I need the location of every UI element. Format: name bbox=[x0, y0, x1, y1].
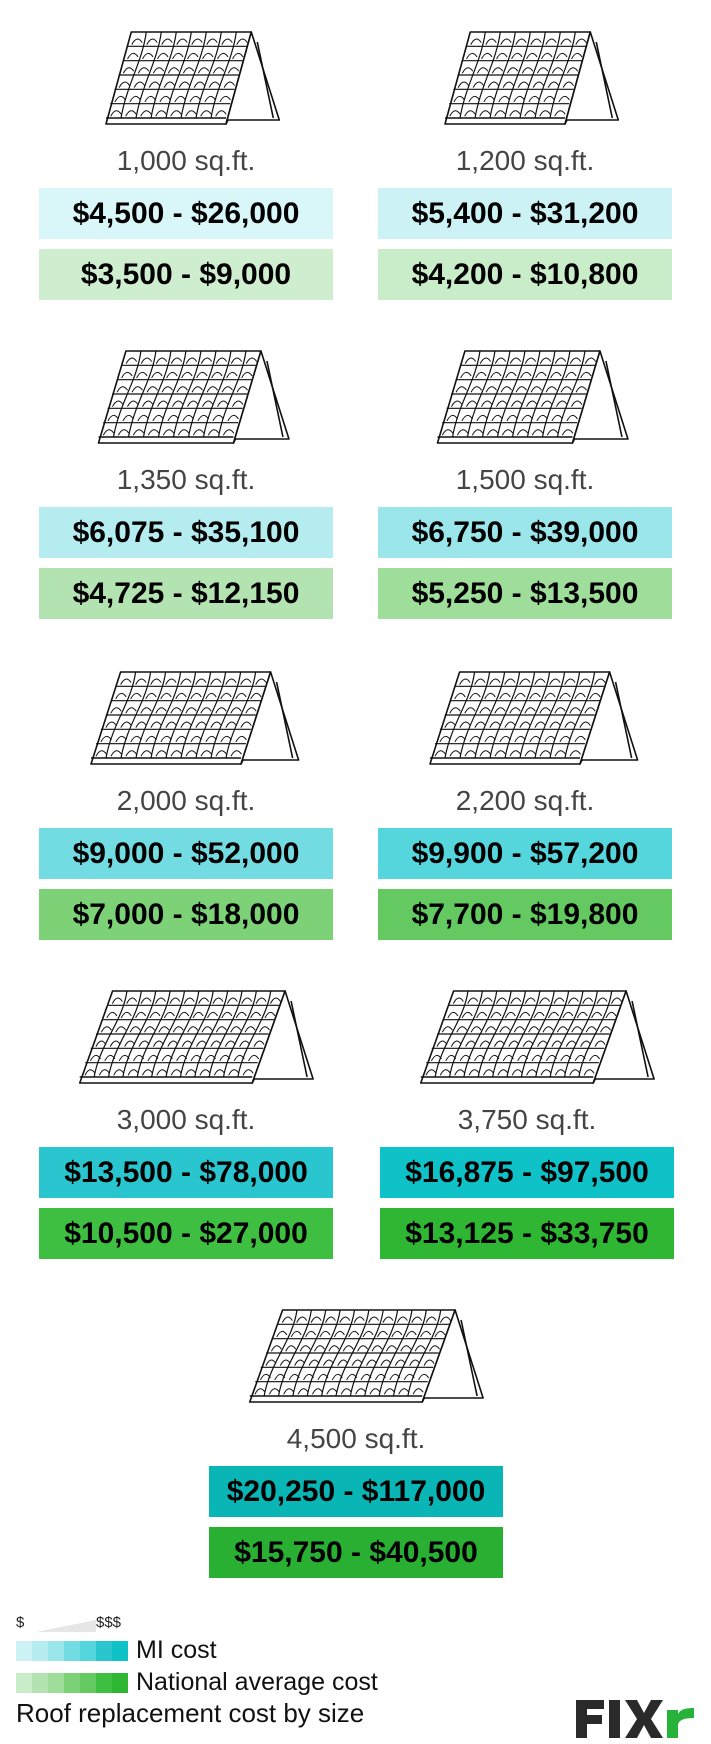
national-color-scale bbox=[16, 1672, 128, 1693]
roof-icon bbox=[105, 31, 281, 125]
legend-swatch bbox=[64, 1672, 80, 1693]
size-item: 4,500 sq.ft. $20,250 - $117,000 $15,750 … bbox=[209, 1292, 503, 1578]
local-cost-range: $13,500 - $78,000 bbox=[39, 1147, 333, 1198]
national-cost-range: $7,000 - $18,000 bbox=[39, 889, 333, 940]
roof-icon bbox=[436, 350, 629, 444]
roof-icon bbox=[78, 990, 314, 1084]
legend-swatch bbox=[96, 1640, 112, 1661]
size-item: 2,200 sq.ft. $9,900 - $57,200 $7,700 - $… bbox=[378, 654, 672, 940]
legend-swatch bbox=[112, 1672, 128, 1693]
national-cost-range: $10,500 - $27,000 bbox=[39, 1208, 333, 1259]
national-cost-range: $4,725 - $12,150 bbox=[39, 568, 333, 619]
size-item: 3,750 sq.ft. $16,875 - $97,500 $13,125 -… bbox=[380, 973, 674, 1259]
legend-swatch bbox=[32, 1640, 48, 1661]
roof-icon bbox=[419, 990, 655, 1084]
national-cost-range: $3,500 - $9,000 bbox=[39, 249, 333, 300]
roof-icon bbox=[90, 671, 300, 765]
roof-icon bbox=[444, 31, 620, 125]
size-item: 1,200 sq.ft. $5,400 - $31,200 $4,200 - $… bbox=[378, 14, 672, 300]
national-cost-range: $13,125 - $33,750 bbox=[380, 1208, 674, 1259]
national-cost-range: $5,250 - $13,500 bbox=[378, 568, 672, 619]
size-item: 1,350 sq.ft. $6,075 - $35,100 $4,725 - $… bbox=[39, 333, 333, 619]
roof-size-label: 3,000 sq.ft. bbox=[116, 1104, 256, 1135]
chart-title: Roof replacement cost by size bbox=[16, 1698, 365, 1728]
local-cost-range: $16,875 - $97,500 bbox=[380, 1147, 674, 1198]
roof-size-label: 1,000 sq.ft. bbox=[116, 145, 256, 176]
local-cost-range: $5,400 - $31,200 bbox=[378, 188, 672, 239]
legend-swatch bbox=[80, 1640, 96, 1661]
roof-icon bbox=[248, 1309, 484, 1403]
roof-icon bbox=[97, 350, 290, 444]
local-cost-range: $4,500 - $26,000 bbox=[39, 188, 333, 239]
roof-size-label: 1,350 sq.ft. bbox=[116, 464, 256, 495]
legend-scale-low: $ bbox=[16, 1614, 25, 1631]
legend-swatch bbox=[16, 1640, 32, 1661]
national-cost-range: $4,200 - $10,800 bbox=[378, 249, 672, 300]
local-cost-range: $6,750 - $39,000 bbox=[378, 507, 672, 558]
size-item: 1,000 sq.ft. $4,500 - $26,000 $3,500 - $… bbox=[39, 14, 333, 300]
legend-swatch bbox=[48, 1672, 64, 1693]
local-cost-range: $6,075 - $35,100 bbox=[39, 507, 333, 558]
legend-swatch bbox=[112, 1640, 128, 1661]
local-cost-range: $9,000 - $52,000 bbox=[39, 828, 333, 879]
legend-swatch bbox=[80, 1672, 96, 1693]
legend-national: National average cost bbox=[16, 1668, 378, 1697]
national-cost-range: $15,750 - $40,500 bbox=[209, 1527, 503, 1578]
legend-local-label: MI cost bbox=[136, 1636, 217, 1664]
legend-national-label: National average cost bbox=[136, 1668, 378, 1696]
roof-size-label: 1,200 sq.ft. bbox=[455, 145, 595, 176]
local-cost-range: $20,250 - $117,000 bbox=[209, 1466, 503, 1517]
fixr-logo bbox=[576, 1700, 694, 1738]
legend-swatch bbox=[64, 1640, 80, 1661]
legend: $ $$$ MI cost National average cost bbox=[16, 1614, 476, 1739]
roof-size-label: 2,200 sq.ft. bbox=[455, 785, 595, 816]
legend-scale-high: $$$ bbox=[96, 1614, 122, 1631]
roof-size-label: 2,000 sq.ft. bbox=[116, 785, 256, 816]
local-color-scale bbox=[16, 1640, 128, 1661]
roof-icon bbox=[429, 671, 639, 765]
legend-swatch bbox=[32, 1672, 48, 1693]
legend-swatch bbox=[16, 1672, 32, 1693]
size-item: 2,000 sq.ft. $9,000 - $52,000 $7,000 - $… bbox=[39, 654, 333, 940]
roof-size-label: 4,500 sq.ft. bbox=[286, 1423, 426, 1454]
size-item: 1,500 sq.ft. $6,750 - $39,000 $5,250 - $… bbox=[378, 333, 672, 619]
legend-swatch bbox=[48, 1640, 64, 1661]
local-cost-range: $9,900 - $57,200 bbox=[378, 828, 672, 879]
roof-size-label: 1,500 sq.ft. bbox=[455, 464, 595, 495]
legend-local: MI cost bbox=[16, 1636, 217, 1665]
size-item: 3,000 sq.ft. $13,500 - $78,000 $10,500 -… bbox=[39, 973, 333, 1259]
legend-swatch bbox=[96, 1672, 112, 1693]
national-cost-range: $7,700 - $19,800 bbox=[378, 889, 672, 940]
legend-scale-wedge-icon bbox=[36, 1620, 96, 1632]
roof-size-label: 3,750 sq.ft. bbox=[457, 1104, 597, 1135]
